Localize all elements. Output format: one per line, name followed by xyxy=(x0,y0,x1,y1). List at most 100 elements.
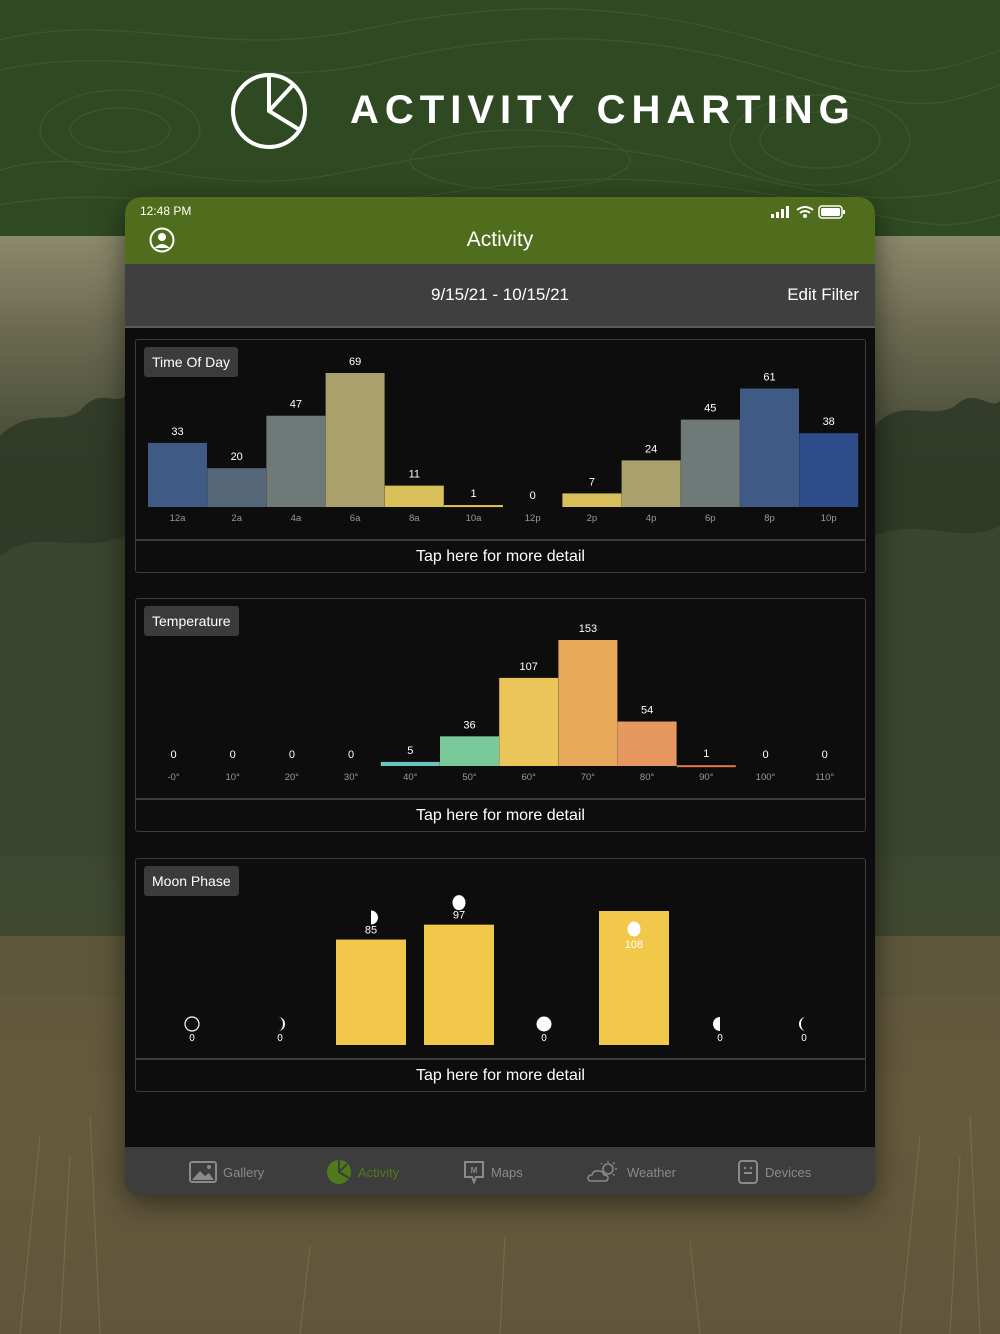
edit-filter-button[interactable]: Edit Filter xyxy=(787,285,859,304)
tick-label-11: 10p xyxy=(821,513,837,524)
activity-chart-logo-icon xyxy=(231,73,307,149)
weather-icon xyxy=(587,1161,617,1182)
wifi-icon xyxy=(796,206,814,214)
bar-9 xyxy=(680,419,740,507)
value-label-2: 0 xyxy=(289,749,295,761)
tick-label-6: 60° xyxy=(522,772,537,783)
new-moon-2-moon-icon xyxy=(536,1016,552,1032)
battery-icon xyxy=(818,205,845,219)
bar-7 xyxy=(562,493,622,507)
bar-6 xyxy=(499,677,559,766)
value-label-2: 47 xyxy=(290,399,302,411)
maps-icon: M xyxy=(464,1161,484,1184)
value-label-3: 97 xyxy=(453,910,465,922)
value-label-7: 0 xyxy=(801,1033,807,1044)
tab-gallery[interactable]: Gallery xyxy=(189,1159,264,1185)
value-label-1: 0 xyxy=(277,1033,283,1044)
value-label-5: 1 xyxy=(470,488,476,500)
value-label-8: 54 xyxy=(641,705,653,717)
card-divider xyxy=(136,798,865,800)
tick-label-2: 20° xyxy=(285,772,300,783)
card-divider xyxy=(136,539,865,541)
tab-label: Maps xyxy=(491,1164,523,1180)
bar-9 xyxy=(676,765,736,768)
bar-2 xyxy=(266,415,326,507)
value-label-11: 0 xyxy=(822,749,828,761)
tick-label-1: 10° xyxy=(226,772,241,783)
card-tag-temperature: Temperature xyxy=(144,606,239,636)
value-label-1: 0 xyxy=(230,749,236,761)
value-label-3: 0 xyxy=(348,749,354,761)
bar-8 xyxy=(617,721,677,766)
full-moon-moon-icon xyxy=(627,921,641,937)
tick-label-0: 12a xyxy=(170,513,187,524)
moon-phase-card: 0 0 85 97 0 108 0 0 Moon Phase Tap here for mor… xyxy=(135,858,866,1092)
value-label-1: 20 xyxy=(231,451,243,463)
app-bar: 12:48 PM Activity xyxy=(125,197,875,264)
moon-phase-detail-link[interactable]: Tap here for more detail xyxy=(416,1067,585,1084)
bar-1 xyxy=(207,468,267,507)
waxing-crescent-moon-icon xyxy=(278,1017,285,1031)
bar-4 xyxy=(380,761,440,766)
tab-weather[interactable]: Weather xyxy=(587,1159,676,1185)
page-title: Activity xyxy=(466,228,534,251)
tick-label-3: 6a xyxy=(350,513,361,524)
time-of-day-card: 33 12a 20 2a 47 4a 69 6a 11 8a 1 10a 0 12p 7 2p 24 4p 45 6p… xyxy=(135,339,866,573)
value-label-9: 45 xyxy=(704,403,716,415)
moon-phase-chart: 0 0 85 97 0 108 0 0 xyxy=(184,895,807,1045)
activity-icon xyxy=(327,1160,351,1184)
bar-3 xyxy=(325,373,385,507)
value-label-4: 0 xyxy=(541,1033,547,1044)
tick-label-2: 4a xyxy=(291,513,302,524)
status-time: 12:48 PM xyxy=(140,204,192,218)
tick-label-4: 8a xyxy=(409,513,420,524)
value-label-7: 7 xyxy=(589,476,595,488)
tab-maps[interactable]: M Maps xyxy=(463,1159,523,1185)
svg-text:M: M xyxy=(471,1166,478,1175)
bar-2 xyxy=(336,939,406,1045)
tick-label-5: 10a xyxy=(466,513,483,524)
value-label-0: 0 xyxy=(189,1033,195,1044)
tick-label-1: 2a xyxy=(231,513,242,524)
tab-devices[interactable]: Devices xyxy=(737,1159,811,1185)
bar-7 xyxy=(558,640,618,766)
card-tag-moon-phase: Moon Phase xyxy=(144,866,239,896)
tick-label-6: 12p xyxy=(525,513,541,524)
bar-5 xyxy=(444,505,503,508)
time-of-day-detail-link[interactable]: Tap here for more detail xyxy=(416,548,585,565)
value-label-6: 107 xyxy=(520,661,538,673)
tick-label-4: 40° xyxy=(403,772,418,783)
tick-label-0: -0° xyxy=(167,772,179,783)
temperature-chart: 0 -0° 0 10° 0 20° 0 30° 5 40° 36 50° 107 60° 153 70° 54 8… xyxy=(167,623,834,783)
tab-activity[interactable]: Activity xyxy=(326,1159,399,1185)
tick-label-8: 80° xyxy=(640,772,655,783)
value-label-5: 36 xyxy=(463,719,475,731)
bar-10 xyxy=(740,388,799,507)
new-moon-moon-icon xyxy=(184,1016,200,1032)
bar-8 xyxy=(621,460,681,507)
value-label-10: 61 xyxy=(763,372,775,384)
hero-background xyxy=(0,0,1000,236)
bar-5 xyxy=(440,736,499,766)
temperature-detail-link[interactable]: Tap here for more detail xyxy=(416,807,585,824)
value-label-4: 5 xyxy=(407,745,413,757)
tab-label: Gallery xyxy=(223,1164,265,1180)
value-label-3: 69 xyxy=(349,356,361,368)
profile-icon[interactable] xyxy=(149,227,175,253)
devices-icon xyxy=(738,1160,758,1184)
bar-0 xyxy=(148,442,207,507)
waxing-gibbous-moon-icon xyxy=(452,895,466,911)
gallery-icon xyxy=(189,1161,217,1183)
value-label-6: 0 xyxy=(717,1033,723,1044)
value-label-0: 33 xyxy=(171,426,183,438)
status-icons xyxy=(771,205,845,219)
bar-11 xyxy=(799,433,859,507)
time-of-day-chart: 33 12a 20 2a 47 4a 69 6a 11 8a 1 10a 0 12p 7 2p 24 4p 45 6p… xyxy=(148,356,859,524)
tick-label-3: 30° xyxy=(344,772,359,783)
tab-label: Weather xyxy=(627,1164,676,1180)
tick-label-11: 110° xyxy=(815,772,834,783)
signal-icon xyxy=(771,206,789,218)
last-quarter-moon-icon xyxy=(713,1017,720,1031)
date-range[interactable]: 9/15/21 - 10/15/21 xyxy=(430,285,569,304)
bar-3 xyxy=(424,924,494,1045)
